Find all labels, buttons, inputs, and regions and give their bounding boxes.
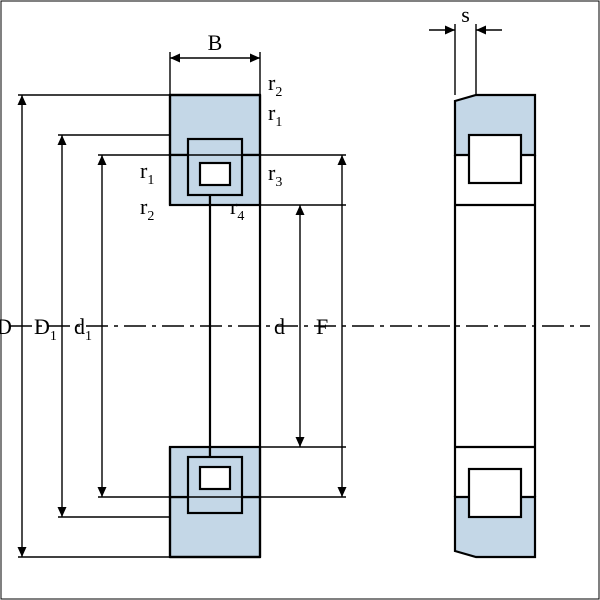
svg-text:r2: r2 xyxy=(140,194,154,224)
svg-text:F: F xyxy=(316,314,328,339)
svg-text:d1: d1 xyxy=(74,314,92,344)
svg-text:B: B xyxy=(208,30,223,55)
svg-text:D: D xyxy=(0,314,12,339)
svg-text:s: s xyxy=(461,2,470,27)
svg-text:d: d xyxy=(274,314,285,339)
svg-text:r1: r1 xyxy=(140,158,154,188)
svg-text:r1: r1 xyxy=(268,100,282,130)
svg-text:r2: r2 xyxy=(268,70,282,100)
svg-text:r3: r3 xyxy=(268,160,282,190)
svg-text:D1: D1 xyxy=(34,314,57,344)
